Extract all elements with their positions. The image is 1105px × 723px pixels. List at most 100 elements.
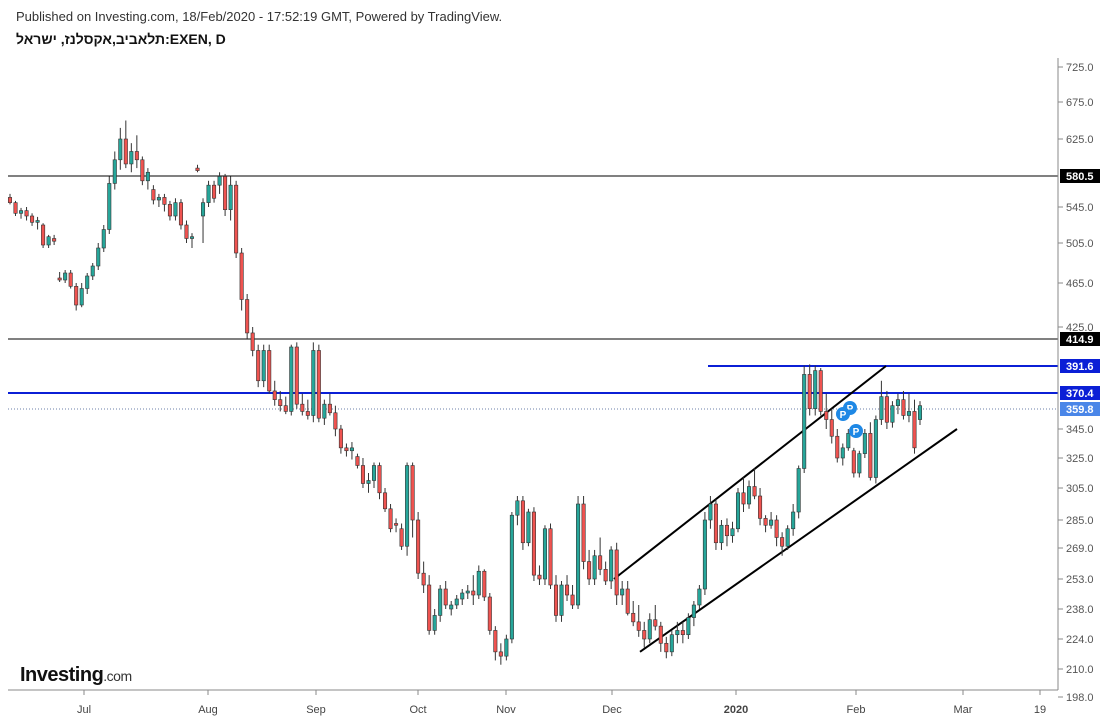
candle-body — [195, 167, 200, 171]
candle-body — [680, 630, 685, 636]
candle-body — [862, 433, 867, 454]
candle-body — [432, 615, 437, 631]
candle-body — [305, 411, 310, 416]
svg-text:359.8: 359.8 — [1066, 404, 1094, 416]
candle-body — [840, 447, 845, 459]
candle-body — [256, 350, 261, 382]
plot-area[interactable] — [8, 58, 1058, 690]
candle-body — [758, 495, 763, 519]
candle-body — [250, 332, 255, 351]
candle-body — [542, 528, 547, 580]
price-tag: 359.8 — [1060, 402, 1100, 416]
candle-body — [438, 588, 443, 616]
candle-body — [592, 555, 597, 580]
candle-body — [504, 638, 509, 657]
candle-body — [360, 465, 365, 484]
candle-body — [344, 447, 349, 452]
y-tick-label: 345.0 — [1066, 424, 1094, 436]
candle-body — [156, 197, 161, 201]
candle-body — [228, 184, 233, 211]
candle-body — [311, 350, 316, 416]
candle-body — [476, 570, 481, 596]
candle-body — [7, 197, 13, 203]
event-marker-icon[interactable]: P — [849, 424, 863, 438]
candle-body — [780, 537, 785, 547]
candle-body — [129, 151, 134, 165]
candle-body — [752, 486, 757, 497]
candle-body — [520, 500, 525, 544]
x-axis: Jul Aug Sep Oct Nov Dec 2020 Feb Mar 19 — [77, 690, 1046, 716]
candle-body — [217, 176, 222, 186]
candle-body — [631, 612, 636, 623]
candle-body — [278, 399, 283, 406]
candle-body — [658, 625, 663, 644]
candle-body — [394, 523, 399, 526]
candle-body — [807, 374, 812, 409]
y-tick-label: 625.0 — [1066, 134, 1094, 146]
candle-body — [587, 561, 592, 580]
y-tick-label: 545.0 — [1066, 202, 1094, 214]
candle-body — [79, 288, 84, 306]
candle-body — [338, 428, 343, 449]
candle-body — [625, 588, 630, 614]
candle-body — [178, 202, 183, 226]
candle-body — [101, 229, 106, 249]
candle-body — [598, 555, 603, 570]
logo-suffix: .com — [103, 668, 132, 684]
horizontal-levels — [8, 175, 1058, 410]
candle-body — [118, 138, 123, 161]
candle-body — [846, 433, 851, 449]
candle-body — [19, 210, 24, 214]
candle-body — [162, 197, 167, 205]
candle-body — [377, 465, 382, 494]
event-marker-icon[interactable]: P — [836, 407, 850, 421]
candle-body — [515, 500, 520, 516]
candle-body — [57, 277, 62, 281]
candle-body — [713, 503, 718, 544]
candle-body — [785, 528, 790, 547]
candle-body — [294, 346, 299, 405]
candle-body — [879, 396, 884, 420]
y-tick-label: 285.0 — [1066, 515, 1094, 527]
candle-body — [405, 465, 410, 547]
candle-body — [642, 630, 647, 640]
candle-body — [421, 572, 426, 586]
candle-body — [482, 570, 487, 598]
candle-body — [526, 511, 531, 544]
candle-body — [201, 202, 206, 217]
x-tick-label: 19 — [1034, 704, 1046, 716]
svg-text:580.5: 580.5 — [1066, 171, 1094, 183]
y-tick-label: 725.0 — [1066, 62, 1094, 74]
y-tick-label: 425.0 — [1066, 322, 1094, 334]
candle-body — [261, 350, 266, 382]
candle-body — [697, 588, 702, 606]
candle-body — [675, 630, 680, 636]
candle-body — [349, 447, 354, 452]
candle-body — [427, 584, 432, 631]
candle-body — [460, 592, 465, 600]
candle-body — [371, 465, 377, 481]
y-tick-label: 305.0 — [1066, 483, 1094, 495]
svg-text:370.4: 370.4 — [1066, 388, 1094, 400]
candle-body — [212, 184, 217, 199]
y-tick-label: 269.0 — [1066, 543, 1094, 555]
candle-body — [531, 511, 536, 576]
candles-layer — [7, 120, 923, 665]
svg-text:P: P — [847, 404, 854, 415]
candle-body — [272, 390, 277, 400]
candle-body — [576, 503, 581, 606]
candle-body — [890, 405, 895, 423]
y-tick-label: 224.0 — [1066, 634, 1094, 646]
candle-body — [90, 265, 95, 277]
y-axis: 725.0 675.0 625.0 545.0 505.0 465.0 425.0 345.0… — [1058, 62, 1094, 704]
candle-body — [443, 588, 448, 606]
candle-body — [74, 285, 79, 306]
candle-body — [653, 619, 658, 627]
candle-body — [289, 346, 294, 412]
candle-body — [449, 604, 454, 610]
candle-body — [493, 630, 498, 653]
candle-body — [917, 405, 923, 420]
candle-body — [316, 350, 321, 419]
candle-body — [614, 549, 619, 596]
